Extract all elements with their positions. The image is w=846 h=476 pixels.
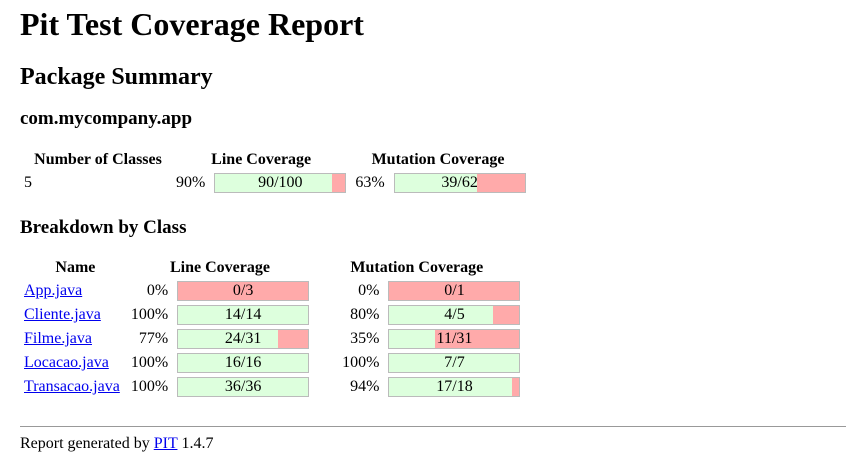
line-coverage-fill [178,330,279,348]
mutation-coverage-percent: 100% [342,354,380,371]
header-mutation-coverage: Mutation Coverage [350,259,484,276]
mutation-coverage-bar: 0/1 [388,281,521,301]
line-coverage-fill [178,378,309,396]
header-mutation-coverage: Mutation Coverage [371,151,505,168]
line-coverage-percent: 100% [130,378,169,395]
mutation-coverage-bar: 39/62 [393,173,526,193]
mutation-coverage-ratio: 4/5 [444,306,465,323]
package-summary-heading: Package Summary [20,64,213,90]
line-coverage-percent: 0% [146,282,169,299]
line-coverage-bar: 24/31 [177,329,310,349]
mutation-coverage-percent: 94% [350,378,380,395]
line-coverage-ratio: 90/100 [258,174,303,191]
mutation-coverage-ratio: 17/18 [436,378,473,395]
mutation-coverage-fill [389,378,512,396]
table-row: App.java 0% 0/3 0% 0/1 [23,280,521,302]
header-number-of-classes: Number of Classes [34,151,162,168]
report-page: Pit Test Coverage Report Package Summary… [0,6,846,453]
table-row: Transacao.java 100% 36/36 94% 17/18 [23,376,521,398]
mutation-coverage-bar: 17/18 [388,377,521,397]
line-coverage-ratio: 24/31 [224,330,262,347]
line-coverage-ratio: 36/36 [224,378,262,395]
class-link[interactable]: App.java [24,282,83,299]
line-coverage-fill [215,174,333,192]
class-link[interactable]: Locacao.java [24,354,109,371]
breakdown-table: Name Line Coverage Mutation Coverage App… [21,256,523,400]
mutation-coverage-fill [389,330,435,348]
mutation-coverage-ratio: 11/31 [436,330,473,347]
header-line-coverage: Line Coverage [211,151,312,168]
footer: Report generated by PIT 1.4.7 [20,435,846,453]
line-coverage-percent: 100% [130,354,169,371]
mutation-coverage-ratio: 39/62 [441,174,478,191]
footer-prefix: Report generated by [20,435,154,452]
line-coverage-ratio: 14/14 [224,306,262,323]
class-link[interactable]: Transacao.java [24,378,120,395]
header-name: Name [55,259,96,276]
mutation-coverage-percent: 80% [350,306,380,323]
mutation-coverage-fill [389,306,494,324]
mutation-coverage-bar: 7/7 [388,353,521,373]
mutation-coverage-bar: 11/31 [388,329,521,349]
footer-version: 1.4.7 [177,435,214,452]
mutation-coverage-fill [394,174,477,192]
header-line-coverage: Line Coverage [170,259,270,276]
mutation-coverage-ratio: 0/1 [444,282,465,299]
line-coverage-bar: 36/36 [177,377,310,397]
table-row: Locacao.java 100% 16/16 100% 7/7 [23,352,521,374]
class-link[interactable]: Filme.java [24,330,92,347]
line-coverage-fill [178,354,309,372]
table-row: Filme.java 77% 24/31 35% 11/31 [23,328,521,350]
mutation-coverage-percent: 0% [358,282,380,299]
summary-row: 5 90% 90/100 63% 39/62 [23,172,527,194]
package-name: com.mycompany.app [20,108,193,129]
line-coverage-bar: 90/100 [214,173,347,193]
line-coverage-bar: 16/16 [177,353,310,373]
line-coverage-fill [178,306,309,324]
class-count: 5 [24,174,32,191]
mutation-coverage-fill [389,354,520,372]
mutation-coverage-percent: 63% [355,174,385,191]
package-summary-table: Number of Classes Line Coverage Mutation… [21,148,529,196]
breakdown-heading: Breakdown by Class [20,217,187,238]
line-coverage-bar: 0/3 [177,281,310,301]
pit-link[interactable]: PIT [153,435,178,452]
line-coverage-percent: 100% [130,306,169,323]
mutation-coverage-ratio: 7/7 [444,354,465,371]
line-coverage-ratio: 16/16 [224,354,262,371]
line-coverage-bar: 14/14 [177,305,310,325]
line-coverage-percent: 77% [138,330,169,347]
page-title: Pit Test Coverage Report [20,6,364,42]
mutation-coverage-percent: 35% [350,330,380,347]
footer-divider [20,426,846,427]
line-coverage-ratio: 0/3 [232,282,254,299]
line-coverage-percent: 90% [176,174,206,191]
mutation-coverage-bar: 4/5 [388,305,521,325]
table-row: Cliente.java 100% 14/14 80% 4/5 [23,304,521,326]
class-link[interactable]: Cliente.java [24,306,101,323]
